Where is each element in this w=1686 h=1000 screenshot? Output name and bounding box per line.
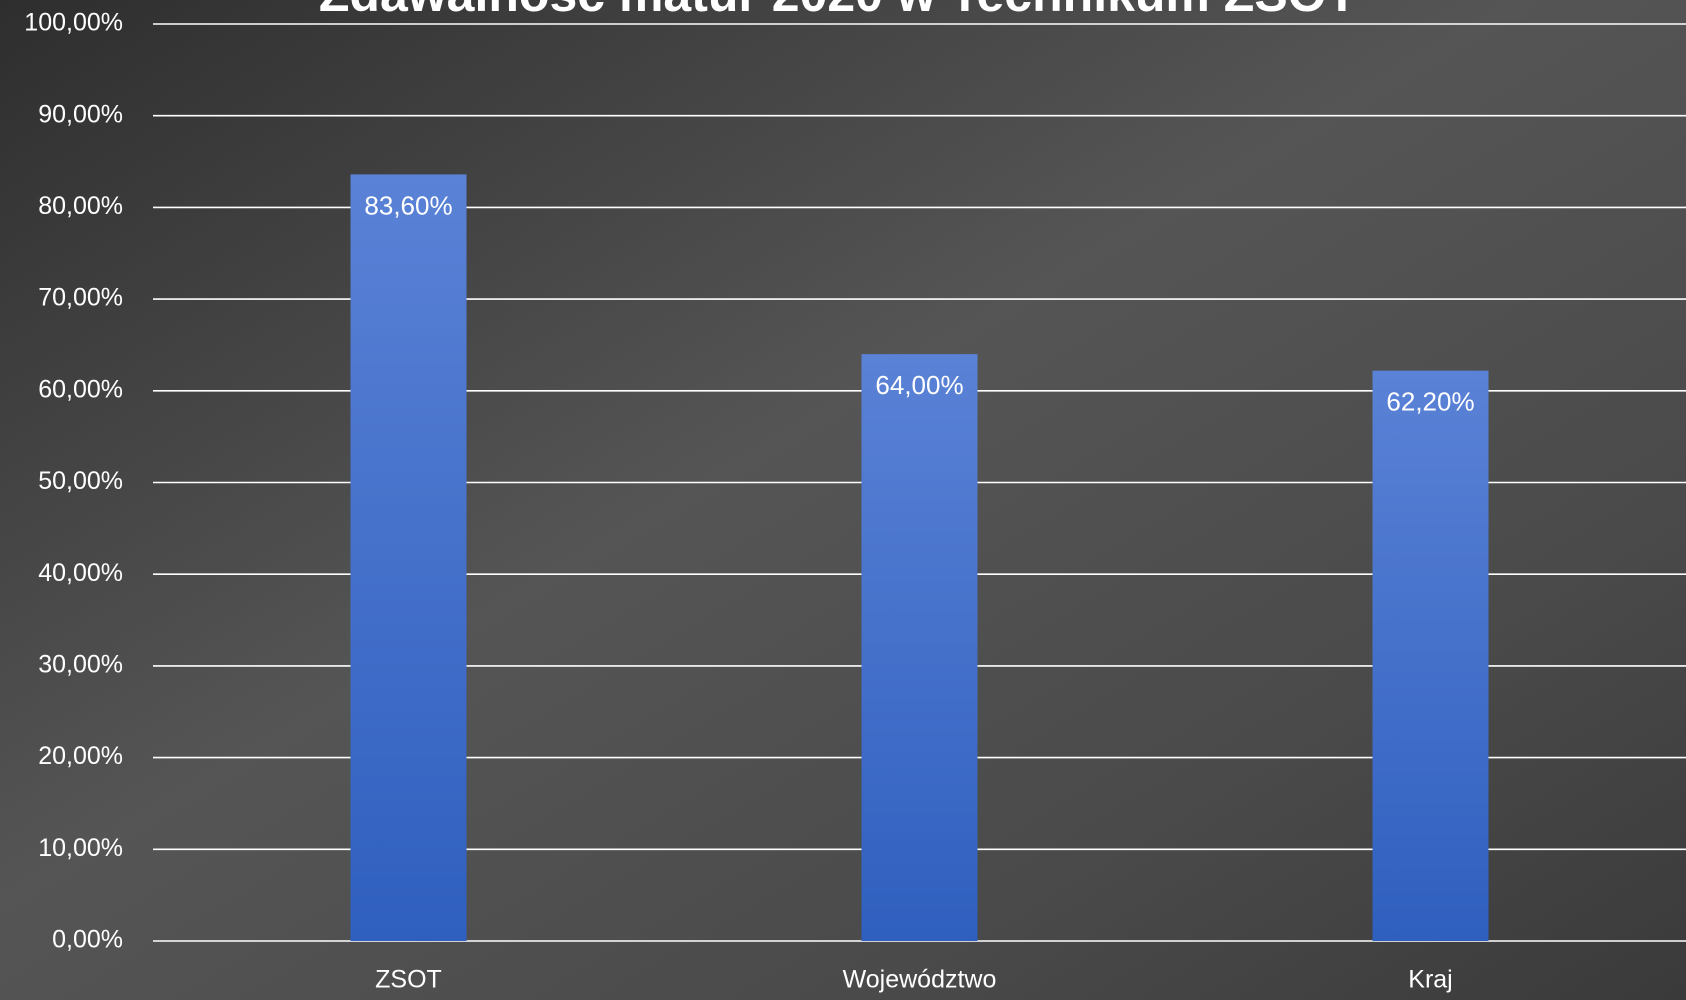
- chart-title: Zdawalność matur 2020 w Technikum ZSOT: [319, 0, 1357, 22]
- bar: [1373, 371, 1489, 941]
- value-label: 64,00%: [875, 370, 963, 400]
- chart: Zdawalność matur 2020 w Technikum ZSOT 0…: [0, 0, 1686, 1000]
- y-tick-label: 90,00%: [38, 100, 123, 128]
- bar: [351, 174, 467, 941]
- value-label: 83,60%: [364, 190, 452, 220]
- y-tick-label: 0,00%: [52, 926, 123, 954]
- y-tick-label: 100,00%: [24, 9, 123, 37]
- y-tick-label: 80,00%: [38, 192, 123, 220]
- x-tick-label: Województwo: [843, 966, 997, 994]
- bar: [862, 354, 978, 941]
- y-tick-label: 40,00%: [38, 559, 123, 587]
- y-tick-label: 60,00%: [38, 375, 123, 403]
- y-tick-label: 20,00%: [38, 742, 123, 770]
- y-tick-label: 70,00%: [38, 284, 123, 312]
- x-tick-label: Kraj: [1408, 966, 1452, 994]
- y-tick-label: 30,00%: [38, 651, 123, 679]
- y-tick-label: 50,00%: [38, 467, 123, 495]
- value-label: 62,20%: [1386, 387, 1474, 417]
- y-tick-label: 10,00%: [38, 834, 123, 862]
- x-tick-label: ZSOT: [375, 966, 442, 994]
